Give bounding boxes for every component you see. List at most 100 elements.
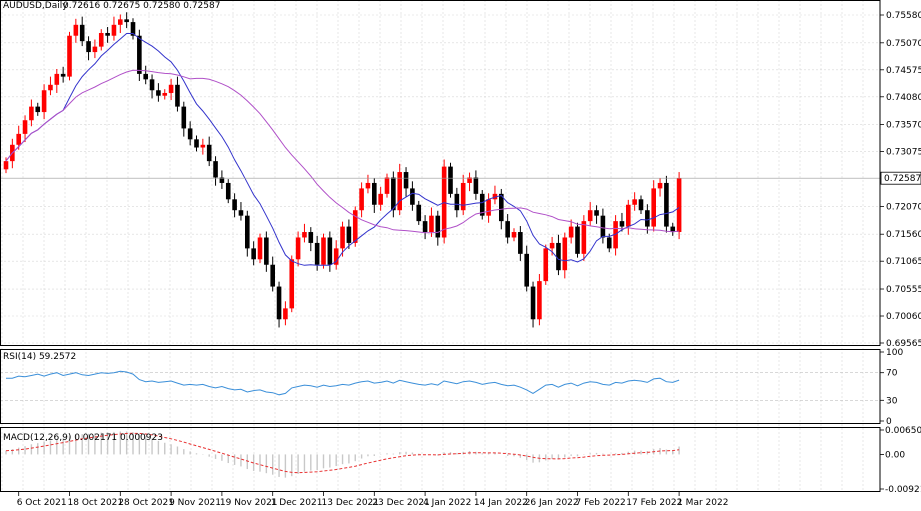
candle-body (270, 264, 275, 287)
candle-body (410, 188, 415, 205)
rsi-line (6, 370, 680, 396)
candle-body (41, 90, 47, 113)
candle-body (156, 90, 161, 96)
candle-body (194, 139, 199, 148)
candle-body (314, 242, 320, 265)
candle-body (518, 232, 523, 254)
candle-body (441, 166, 447, 238)
candle-body (632, 199, 637, 205)
candle-body (219, 177, 225, 183)
candle-body (391, 177, 396, 211)
candle-body (35, 106, 41, 113)
candle-body (606, 237, 612, 249)
candle-body (581, 221, 587, 254)
candle-body (143, 73, 148, 80)
price-tick-label: 0.74575 (886, 66, 921, 76)
candle-body (3, 161, 9, 170)
candle-body (619, 221, 625, 227)
price-tick-label: 0.69565 (886, 339, 921, 349)
candle-body (473, 177, 479, 194)
candle-body (626, 204, 631, 227)
candle-body (105, 32, 110, 36)
candle-body (638, 199, 644, 211)
candle-body (333, 248, 339, 265)
candle-body (378, 193, 383, 205)
candle-body (308, 232, 314, 243)
grid-lines (0, 0, 880, 492)
candle-body (372, 182, 377, 205)
candle-body (568, 226, 574, 238)
price-tick-label: 0.72070 (886, 202, 921, 212)
candle-body (416, 204, 422, 222)
candle-body (200, 144, 206, 148)
candle-body (79, 24, 85, 42)
price-tick-label: 0.71560 (886, 230, 921, 240)
date-tick-label: 7 Feb 2022 (576, 498, 626, 508)
candle-body (664, 182, 669, 227)
price-tick-label: 0.70555 (886, 285, 921, 295)
candle-body (511, 232, 517, 238)
candle-body (168, 84, 174, 93)
candle-body (321, 237, 326, 265)
candle-body (613, 221, 618, 249)
macd-header: MACD(12,26,9) 0.002171 0.000923 (3, 433, 163, 443)
candle-body (657, 182, 663, 189)
date-tick-label: 13 Dec 2021 (322, 498, 380, 508)
candle-body (645, 210, 650, 227)
candle-body (537, 281, 542, 320)
candle-body (524, 253, 529, 287)
candle-body (283, 308, 288, 320)
price-tick-label: 0.75070 (886, 39, 921, 49)
ohlc-header: 0.72616 0.72675 0.72580 0.72587 (63, 1, 220, 11)
date-tick-label: 28 Oct 2021 (118, 498, 174, 508)
candle-body (429, 215, 434, 233)
candle-body (448, 166, 453, 194)
candle-body (467, 177, 472, 183)
date-tick-label: 18 Oct 2021 (68, 498, 124, 508)
candle-body (365, 182, 371, 189)
candle-body (264, 237, 269, 265)
candle-body (575, 226, 580, 254)
candle-body (54, 73, 60, 85)
date-tick-label: 26 Jan 2022 (525, 498, 579, 508)
price-tick-label: 0.73570 (886, 121, 921, 131)
date-tick-label: 19 Nov 2021 (220, 498, 278, 508)
ma-slow-line (5, 69, 680, 234)
price-tick-label: 0.74080 (886, 93, 921, 103)
price-tick-label: 0.73075 (886, 148, 921, 158)
rsi-panel[interactable] (0, 370, 880, 401)
candle-body (505, 221, 510, 238)
candle-body (175, 84, 180, 107)
panel-frame (0, 0, 881, 346)
candle-body (543, 248, 549, 282)
candle-body (676, 178, 682, 233)
candle-body (460, 182, 466, 211)
candle-body (327, 237, 333, 265)
candle-body (302, 232, 307, 238)
rsi-tick-label: 70 (886, 369, 898, 379)
macd-panel[interactable] (5, 431, 680, 478)
candle-body (384, 177, 390, 194)
price-panel[interactable] (0, 12, 880, 328)
candle-body (486, 199, 491, 216)
candle-body (340, 226, 345, 249)
date-tick-label: 1 Dec 2021 (271, 498, 323, 508)
candle-body (124, 19, 129, 23)
candle-body (48, 84, 53, 91)
candle-body (213, 161, 218, 178)
candle-body (556, 242, 561, 271)
candle-body (225, 182, 231, 200)
candle-body (346, 226, 352, 243)
candle-body (73, 24, 79, 36)
candle-body (295, 237, 301, 260)
candle-body (149, 79, 155, 91)
candle-body (352, 210, 358, 243)
candle-body (60, 73, 66, 77)
candle-body (162, 92, 168, 96)
candle-body (276, 286, 282, 320)
current-price-box (880, 171, 921, 185)
candle-body (257, 237, 263, 260)
symbol-header: AUDUSD,Daily (3, 1, 68, 11)
